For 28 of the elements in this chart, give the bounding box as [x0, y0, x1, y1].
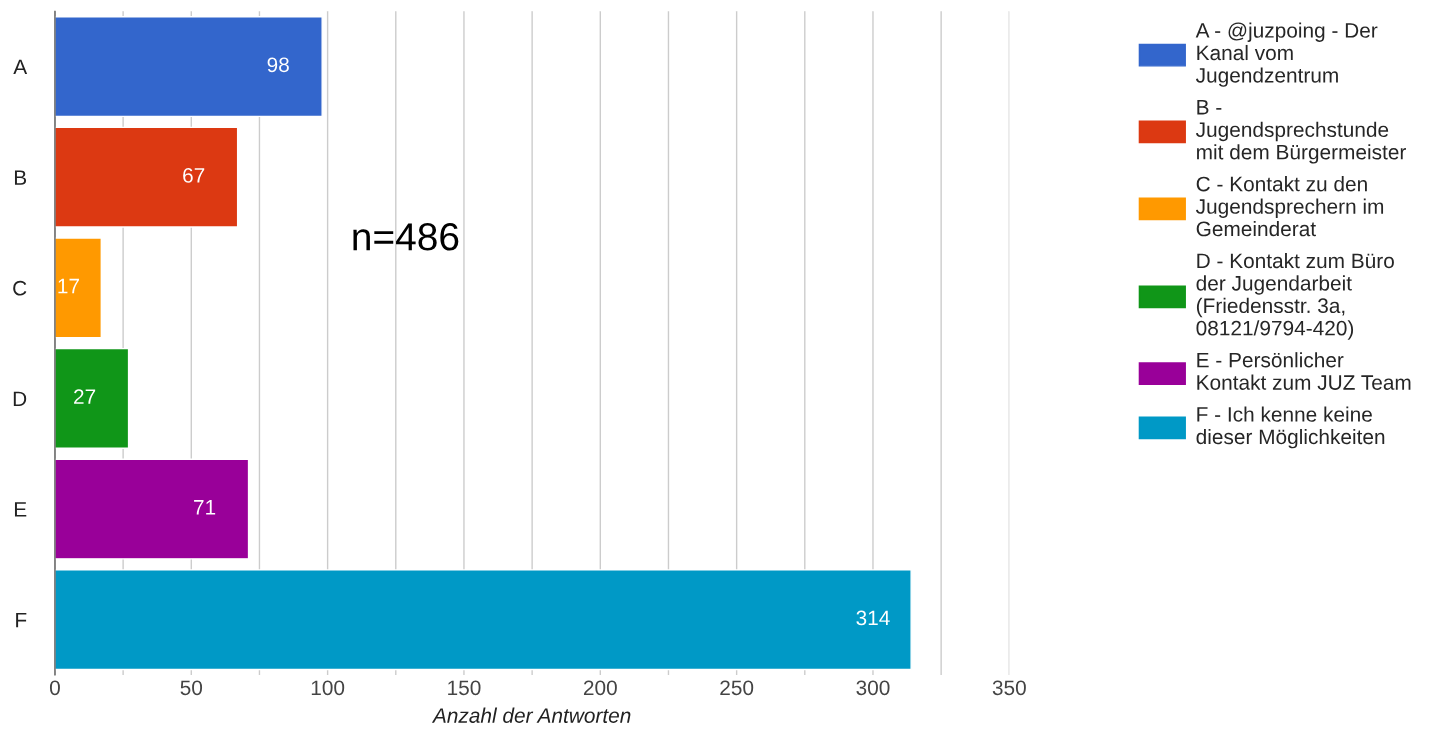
x-tick-label: 100	[311, 680, 345, 696]
data-label: 17	[58, 278, 79, 294]
legend-label: E - Persönlicher Kontakt zum JUZ Team	[1197, 352, 1411, 390]
annotation: n=486	[353, 223, 459, 251]
y-tick-label: B	[14, 170, 27, 185]
data-label: 98	[267, 57, 289, 73]
x-tick-label: 50	[180, 680, 203, 696]
x-tick-label: 200	[583, 680, 617, 696]
y-tick-label: E	[14, 502, 27, 517]
y-tick-label: C	[13, 280, 27, 296]
x-tick-label: 250	[720, 680, 754, 696]
x-tick-label: 150	[448, 680, 481, 696]
y-tick-label: F	[16, 612, 27, 628]
legend-label: B - Jugendsprechstunde mit dem Bürgermeister	[1195, 100, 1407, 164]
x-tick-label: 300	[856, 680, 890, 696]
legend-label: F - Ich kenne keine dieser Möglichkeiten	[1196, 406, 1385, 449]
y-tick-label: A	[13, 59, 28, 75]
legend-label: D - Kontakt zum Büro der Jugendarbeit (Friedensstr. 3a, 08121/9794-420)	[1196, 252, 1394, 340]
x-axis-title: Anzahl der Antworten	[431, 707, 631, 723]
legend-label: A - @juzpoing - Der Kanal vom Jugendzentrum	[1195, 22, 1378, 87]
data-label: 314	[856, 610, 890, 626]
y-tick-label: D	[13, 391, 27, 406]
x-tick-label: 350	[992, 680, 1026, 696]
x-tick-label: 0	[49, 680, 60, 696]
legend-label: C - Kontakt zu den Jugendsprechern im Gemeinderat	[1195, 176, 1384, 237]
data-label: 67	[183, 168, 205, 183]
data-label: 27	[74, 389, 96, 404]
data-label: 71	[194, 500, 216, 515]
